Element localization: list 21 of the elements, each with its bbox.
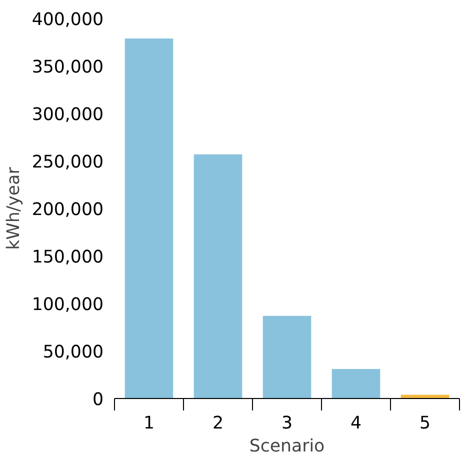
y-tick-label: 200,000 [32,200,104,220]
bar [194,154,242,398]
x-tick-label: 2 [212,414,224,434]
y-tick-label: 50,000 [42,342,104,362]
x-tick-label: 1 [143,414,155,434]
y-tick-label: 400,000 [32,10,104,30]
y-tick-label: 250,000 [32,152,104,172]
x-axis-title: Scenario [249,436,325,456]
bar [332,369,380,398]
x-tick-label: 5 [419,414,431,434]
y-axis-title: kWh/year [4,166,24,250]
y-tick-label: 100,000 [32,295,104,315]
bar [262,316,312,398]
y-tick-label: 150,000 [32,248,104,268]
x-tick-label: 4 [350,414,362,434]
y-tick-label: 300,000 [32,105,104,125]
x-tick-label: 3 [281,414,293,434]
y-tick-label: 350,000 [32,58,104,78]
y-tick-label: 0 [92,390,104,410]
bar [400,394,450,398]
bar [124,38,174,398]
